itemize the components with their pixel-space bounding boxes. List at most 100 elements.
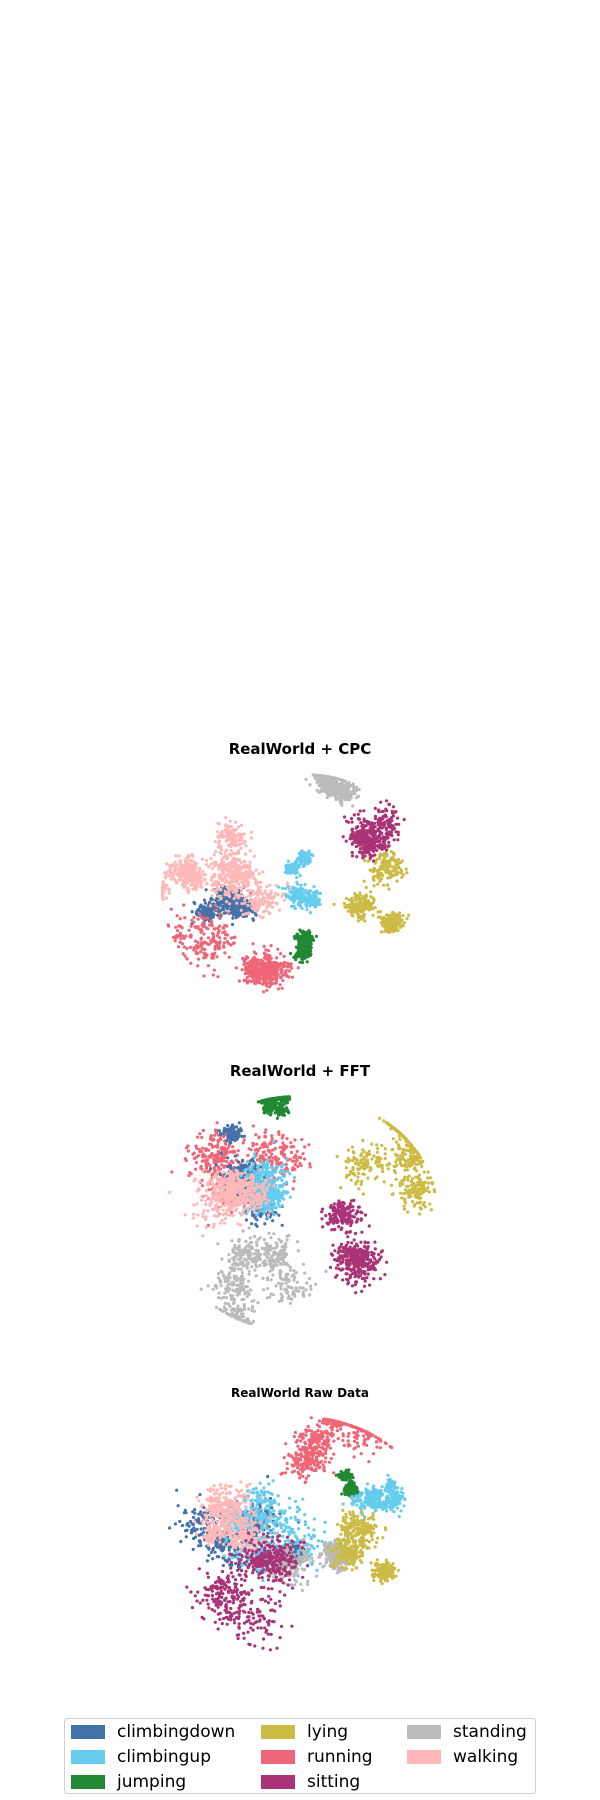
scatter-point (259, 973, 263, 977)
scatter-point (245, 981, 249, 985)
scatter-point (357, 915, 361, 919)
scatter-point (203, 916, 207, 920)
scatter-point (353, 898, 358, 902)
scatter-point (228, 902, 232, 906)
scatter-point (272, 960, 276, 964)
scatter-point (261, 902, 265, 906)
scatter-point (285, 1099, 289, 1103)
scatter-point (238, 832, 242, 837)
scatter-point (217, 929, 221, 933)
scatter-point (353, 895, 357, 899)
scatter-point (271, 900, 275, 905)
scatter-point (254, 901, 258, 905)
scatter-point (223, 881, 227, 885)
scatter-point (238, 905, 242, 909)
scatter-point (362, 809, 366, 813)
scatter-point (348, 904, 352, 908)
scatter-point (264, 948, 268, 952)
scatter-point (189, 859, 193, 863)
scatter-point (218, 909, 223, 913)
scatter-point (286, 859, 290, 863)
scatter-point (215, 882, 219, 886)
scatter-point (397, 822, 401, 826)
scatter-point (230, 922, 235, 927)
scatter-point (302, 897, 306, 902)
scatter-point (218, 912, 222, 916)
scatter-point (224, 900, 229, 904)
scatter-point (175, 914, 179, 918)
scatter-point (379, 837, 383, 841)
scatter-point (350, 827, 354, 831)
scatter-point (274, 883, 278, 888)
scatter-point (223, 1149, 227, 1153)
scatter-point (194, 1144, 198, 1148)
scatter-point (300, 891, 304, 895)
scatter-point (201, 925, 205, 929)
scatter-point (234, 908, 238, 912)
scatter-point (311, 773, 315, 777)
scatter-point (248, 876, 252, 880)
scatter-point (215, 955, 219, 959)
scatter-point (231, 913, 235, 917)
scatter-point (285, 1145, 289, 1149)
scatter-point (243, 840, 247, 844)
scatter-point (289, 1141, 293, 1145)
scatter-point (307, 1143, 311, 1147)
scatter-point (401, 914, 405, 918)
scatter-point (238, 894, 242, 898)
scatter-point (378, 839, 382, 843)
scatter-point (257, 906, 261, 910)
scatter-point (378, 830, 382, 834)
scatter-point (178, 940, 182, 944)
scatter-point (270, 1160, 274, 1164)
scatter-point (372, 859, 376, 863)
scatter-point (257, 1136, 261, 1140)
scatter-point (206, 1223, 211, 1227)
scatter-point (212, 1167, 216, 1171)
scatter-point (249, 830, 254, 834)
scatter-point (193, 867, 197, 871)
scatter-point (391, 805, 395, 809)
scatter-point (308, 940, 312, 944)
scatter-point (344, 896, 349, 901)
scatter-point (190, 918, 194, 922)
scatter-point (280, 986, 284, 990)
scatter-point (302, 851, 306, 855)
scatter-point (269, 1112, 273, 1116)
scatter-point (313, 894, 317, 898)
scatter-point (390, 865, 394, 869)
scatter-point (229, 936, 233, 940)
scatter-point (225, 940, 229, 944)
scatter-point (283, 1095, 287, 1099)
scatter-point (351, 804, 355, 808)
scatter-point (222, 1135, 226, 1139)
scatter-point (298, 874, 302, 878)
scatter-point (290, 966, 294, 970)
scatter-point (380, 861, 384, 865)
scatter-point (237, 839, 241, 843)
scatter-point (400, 875, 404, 879)
scatter-point (229, 943, 233, 947)
scatter-point (262, 980, 266, 984)
scatter-point (362, 819, 366, 823)
cluster-sitting (341, 799, 406, 863)
scatter-point (362, 879, 366, 883)
scatter-point (273, 1157, 277, 1161)
scatter-point (252, 854, 256, 858)
scatter-point (248, 889, 253, 893)
scatter-point (220, 884, 224, 888)
scatter-point (308, 902, 312, 906)
scatter-point (361, 839, 365, 843)
scatter-point (326, 791, 330, 795)
scatter-point (397, 911, 402, 915)
scatter-point (373, 861, 377, 865)
scatter-point (204, 941, 208, 945)
scatter-point (237, 979, 241, 983)
scatter-point (200, 1159, 204, 1163)
scatter-point (210, 954, 214, 958)
scatter-point (226, 872, 230, 876)
scatter-point (226, 911, 230, 915)
scatter-point (213, 945, 217, 949)
scatter-point (297, 897, 301, 901)
scatter-point (204, 859, 209, 863)
